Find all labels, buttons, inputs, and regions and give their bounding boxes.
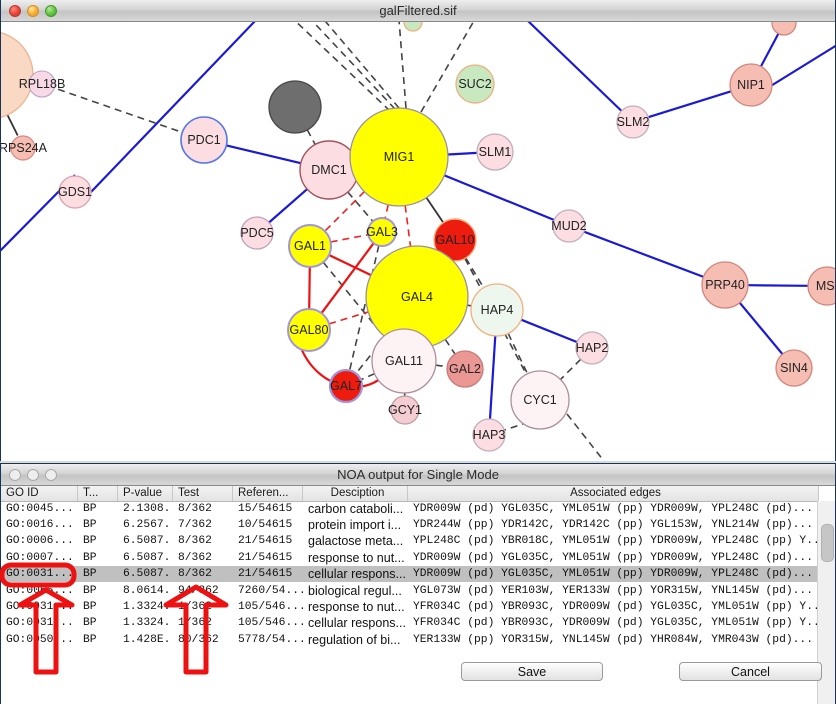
svg-text:GCY1: GCY1: [388, 403, 422, 417]
svg-text:MSI: MSI: [816, 279, 835, 293]
svg-text:MUD2: MUD2: [551, 219, 586, 233]
svg-text:HAP4: HAP4: [481, 303, 514, 317]
svg-text:MIG1: MIG1: [384, 150, 415, 164]
svg-text:HAP3: HAP3: [473, 428, 506, 442]
svg-text:PDC1: PDC1: [187, 133, 220, 147]
svg-text:GAL1: GAL1: [294, 239, 326, 253]
svg-text:GDS1: GDS1: [58, 185, 92, 199]
svg-text:PDC5: PDC5: [240, 226, 273, 240]
svg-text:DMC1: DMC1: [311, 163, 346, 177]
svg-text:GAL7: GAL7: [330, 379, 362, 393]
svg-text:GAL10: GAL10: [436, 233, 475, 247]
svg-text:GAL4: GAL4: [401, 290, 433, 304]
svg-text:SLM1: SLM1: [479, 145, 512, 159]
svg-text:RPL18B: RPL18B: [19, 77, 66, 91]
svg-text:HAP2: HAP2: [576, 341, 609, 355]
svg-text:GAL80: GAL80: [290, 323, 329, 337]
svg-text:CYC1: CYC1: [523, 393, 556, 407]
svg-text:SUC2: SUC2: [458, 77, 491, 91]
svg-text:RPS24A: RPS24A: [1, 141, 48, 155]
svg-text:NIP1: NIP1: [737, 78, 765, 92]
svg-text:GAL2: GAL2: [449, 362, 481, 376]
svg-text:SIN4: SIN4: [780, 361, 808, 375]
svg-text:SLM2: SLM2: [617, 115, 650, 129]
svg-text:GAL3: GAL3: [366, 225, 398, 239]
svg-text:GAL11: GAL11: [385, 354, 423, 368]
svg-text:PRP40: PRP40: [705, 278, 745, 292]
